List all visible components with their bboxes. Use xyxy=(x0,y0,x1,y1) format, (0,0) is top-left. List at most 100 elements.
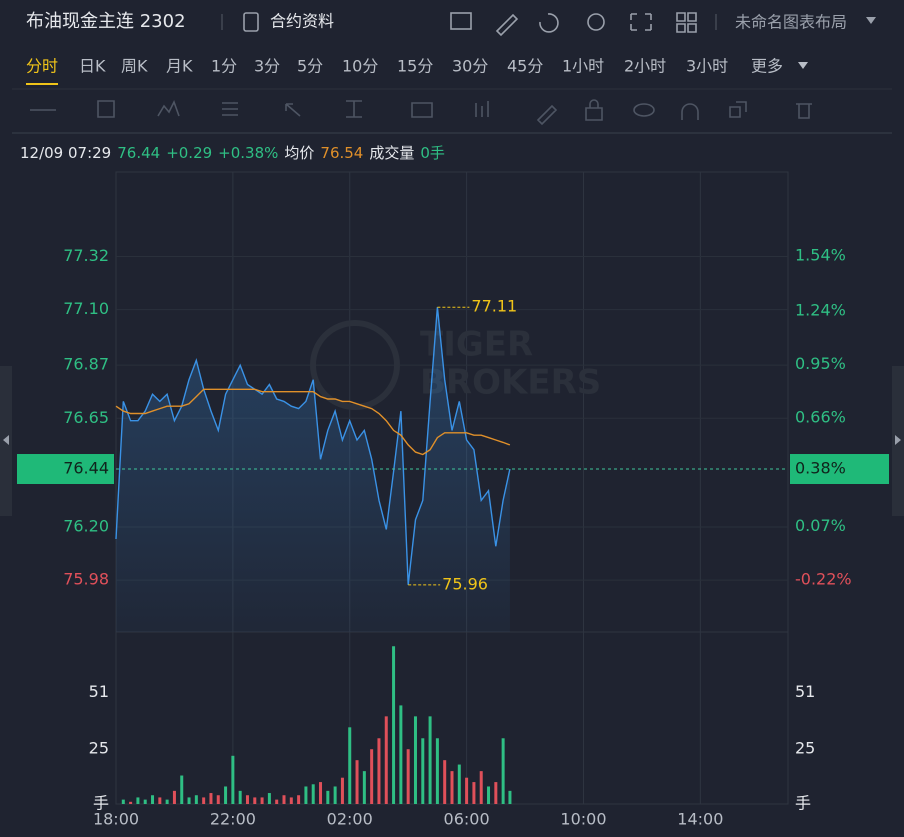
quote-time: 12/09 07:29 xyxy=(20,144,111,162)
period-tab[interactable]: 1小时 xyxy=(562,57,604,76)
y2-tick-label: -0.22% xyxy=(795,570,852,589)
volume-bar xyxy=(304,786,308,804)
y-tick-label: 75.98 xyxy=(63,570,109,589)
y2-tick-label: 0.07% xyxy=(795,516,846,535)
price-area xyxy=(116,307,510,632)
volume-bar xyxy=(428,716,432,804)
volume-bar xyxy=(457,764,461,804)
volume-bar xyxy=(275,799,279,804)
doc-icon[interactable] xyxy=(243,12,259,32)
period-tab[interactable]: 2小时 xyxy=(624,57,666,76)
annotation-label: 77.11 xyxy=(471,297,517,316)
volume-bar xyxy=(508,790,512,804)
period-tab[interactable]: 45分 xyxy=(507,57,543,76)
volume-bar xyxy=(501,738,505,804)
average-line xyxy=(115,388,511,456)
chart-icon[interactable] xyxy=(450,12,472,30)
contract-info[interactable]: 合约资料 xyxy=(270,12,334,31)
volume-bar xyxy=(326,790,330,804)
volume-bar xyxy=(472,782,476,804)
period-tab[interactable]: 更多 xyxy=(751,57,783,76)
volume-bar xyxy=(187,797,191,804)
volume-bar xyxy=(238,790,242,804)
period-tab[interactable]: 日K xyxy=(79,57,106,76)
y-tick-label: 77.32 xyxy=(63,246,109,265)
y2-tick-label: 0.66% xyxy=(795,408,846,427)
volume-bar xyxy=(129,801,133,804)
tool-icons[interactable] xyxy=(30,99,489,118)
volume-bar xyxy=(362,771,366,804)
dropdown-arrow[interactable] xyxy=(866,17,876,24)
volume-bar xyxy=(413,716,417,804)
fullscreen-icon[interactable] xyxy=(630,13,652,31)
drawing-tools xyxy=(30,99,812,126)
tool-icons[interactable] xyxy=(536,99,812,126)
volume-tick-label: 手 xyxy=(795,794,811,813)
refresh-icon[interactable] xyxy=(539,13,559,33)
watermark: BROKERS xyxy=(420,363,601,403)
period-tab[interactable]: 10分 xyxy=(342,57,378,76)
volume-bar xyxy=(180,775,184,804)
settings-icon[interactable] xyxy=(587,13,605,31)
x-tick-label: 06:00 xyxy=(444,810,490,829)
volume-bar xyxy=(384,716,388,804)
last-price-label: 76.44 xyxy=(63,459,109,478)
volume-bar xyxy=(231,755,235,804)
volume-bar xyxy=(319,782,323,804)
volume-bar xyxy=(333,786,337,804)
last-price-box xyxy=(17,454,114,485)
quote-avg-label: 均价 xyxy=(284,144,314,162)
period-tab[interactable]: 30分 xyxy=(452,57,488,76)
period-tab[interactable]: 3分 xyxy=(254,57,280,76)
edit-icon[interactable] xyxy=(495,13,519,37)
x-tick-label: 10:00 xyxy=(560,810,606,829)
quote-volume-label: 成交量 xyxy=(369,144,414,162)
layout-icon[interactable] xyxy=(676,12,697,33)
volume-tick-label: 25 xyxy=(795,739,815,758)
volume-bar xyxy=(443,760,447,804)
volume-bar xyxy=(260,797,264,804)
volume-tick-label: 手 xyxy=(93,794,109,813)
volume-bar xyxy=(421,738,425,804)
volume-bar xyxy=(136,797,140,804)
last-pct-box xyxy=(790,454,889,485)
y-tick-label: 76.65 xyxy=(63,408,109,427)
period-tab[interactable]: 分时 xyxy=(26,57,58,76)
volume-bar xyxy=(377,738,381,804)
volume-bar xyxy=(151,795,155,804)
volume-bar xyxy=(465,777,469,804)
y2-tick-label: 0.95% xyxy=(795,354,846,373)
y2-tick-label: 1.54% xyxy=(795,245,846,264)
volume-bar xyxy=(297,795,301,804)
last-pct-label: 0.38% xyxy=(795,459,846,478)
period-tab[interactable]: 周K xyxy=(121,57,148,76)
volume-bar xyxy=(158,797,162,804)
period-tab[interactable]: 3小时 xyxy=(686,57,728,76)
period-tab[interactable]: 15分 xyxy=(397,57,433,76)
y-tick-label: 76.20 xyxy=(63,516,109,535)
period-tab[interactable]: 1分 xyxy=(211,57,237,76)
quote-price: 76.44 xyxy=(117,144,160,162)
volume-bar xyxy=(121,799,125,804)
volume-bar xyxy=(406,749,410,804)
title: 布油现金主连 2302 xyxy=(26,11,186,32)
toolbar-icons xyxy=(450,12,697,37)
volume-tick-label: 51 xyxy=(89,682,109,701)
layout-name[interactable]: 未命名图表布局 xyxy=(735,13,847,32)
volume-bar xyxy=(216,795,220,804)
volume-bar xyxy=(267,793,271,804)
volume-bar xyxy=(392,646,396,804)
period-tab[interactable]: 5分 xyxy=(297,57,323,76)
volume-bar xyxy=(289,797,293,804)
volume-bar xyxy=(355,760,359,804)
quote-avg: 76.54 xyxy=(320,144,363,162)
volume-bar xyxy=(253,797,257,804)
x-tick-label: 14:00 xyxy=(677,810,723,829)
volume-bar xyxy=(202,797,206,804)
period-tab[interactable]: 月K xyxy=(166,57,193,76)
y-tick-label: 77.10 xyxy=(63,299,109,318)
volume-bar xyxy=(245,795,249,804)
volume-bar xyxy=(399,705,403,804)
